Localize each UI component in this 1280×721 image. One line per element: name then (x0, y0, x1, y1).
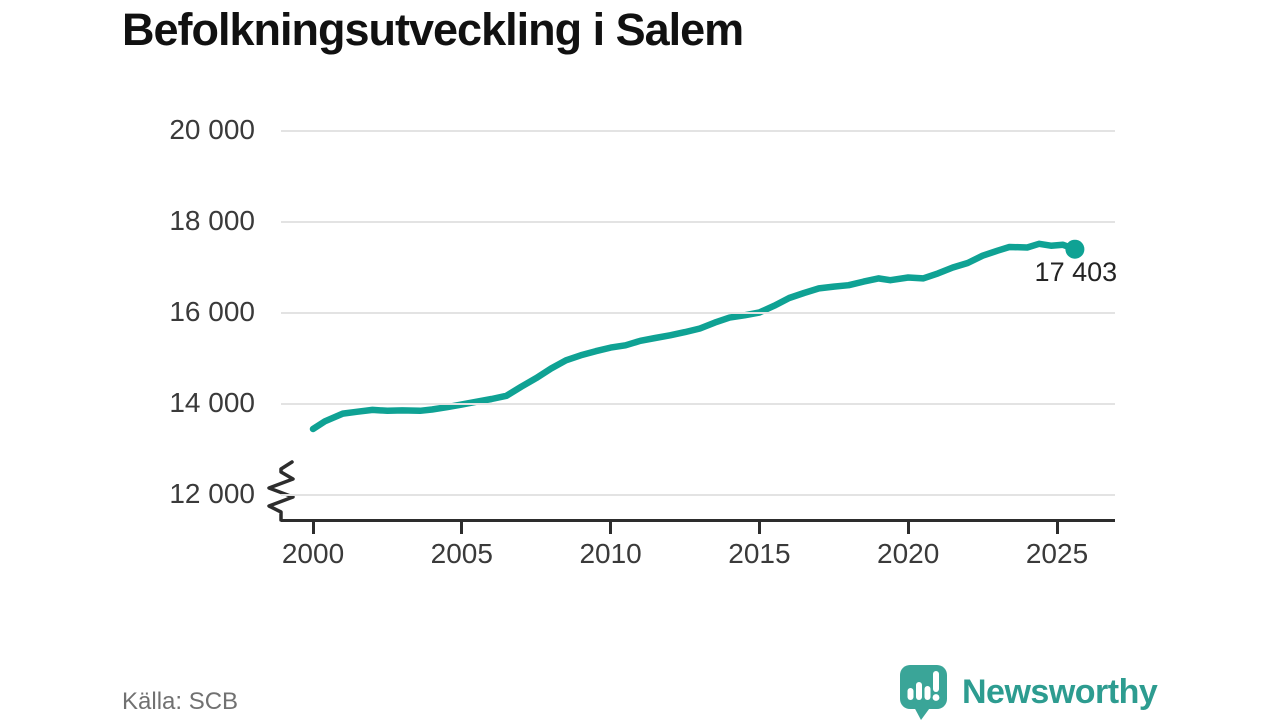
page-title: Befolkningsutveckling i Salem (122, 4, 744, 55)
y-tick-label-20000: 20 000 (169, 114, 255, 145)
x-tick-2015 (757, 522, 761, 534)
x-tick-2005 (460, 522, 464, 534)
gridline-14000 (281, 403, 1115, 405)
y-tick-label-18000: 18 000 (169, 205, 255, 236)
x-tick-2025 (1055, 522, 1059, 534)
x-tick-label-2010: 2010 (579, 538, 642, 569)
gridline-12000 (281, 494, 1115, 496)
x-tick-label-2000: 2000 (281, 538, 345, 569)
x-tick-label-2025: 2025 (1025, 538, 1089, 569)
newsworthy-logo: Newsworthy (898, 663, 1158, 721)
y-tick-label-12000: 12 000 (169, 478, 255, 509)
x-tick-2020 (906, 522, 910, 534)
x-tick-label-2015: 2015 (728, 538, 791, 569)
x-tick-2010 (609, 522, 613, 534)
newsworthy-speech-bubble-chart-icon (900, 665, 947, 720)
y-tick-label-14000: 14 000 (169, 387, 255, 418)
y-tick-label-16000: 16 000 (169, 296, 255, 327)
end-value-label: 17 403 (1034, 257, 1118, 288)
source-text: Källa: SCB (122, 688, 239, 715)
gridline-18000 (281, 221, 1115, 223)
end-point-marker (1065, 239, 1085, 259)
population-line (309, 240, 1079, 433)
newsworthy-wordmark: Newsworthy (962, 672, 1158, 711)
x-tick-label-2020: 2020 (877, 538, 940, 569)
y-axis-break-icon (267, 460, 295, 522)
x-tick-2000 (311, 522, 315, 534)
x-axis-line (281, 519, 1115, 522)
gridline-16000 (281, 312, 1115, 314)
x-tick-label-2005: 2005 (430, 538, 493, 569)
gridline-20000 (281, 130, 1115, 132)
